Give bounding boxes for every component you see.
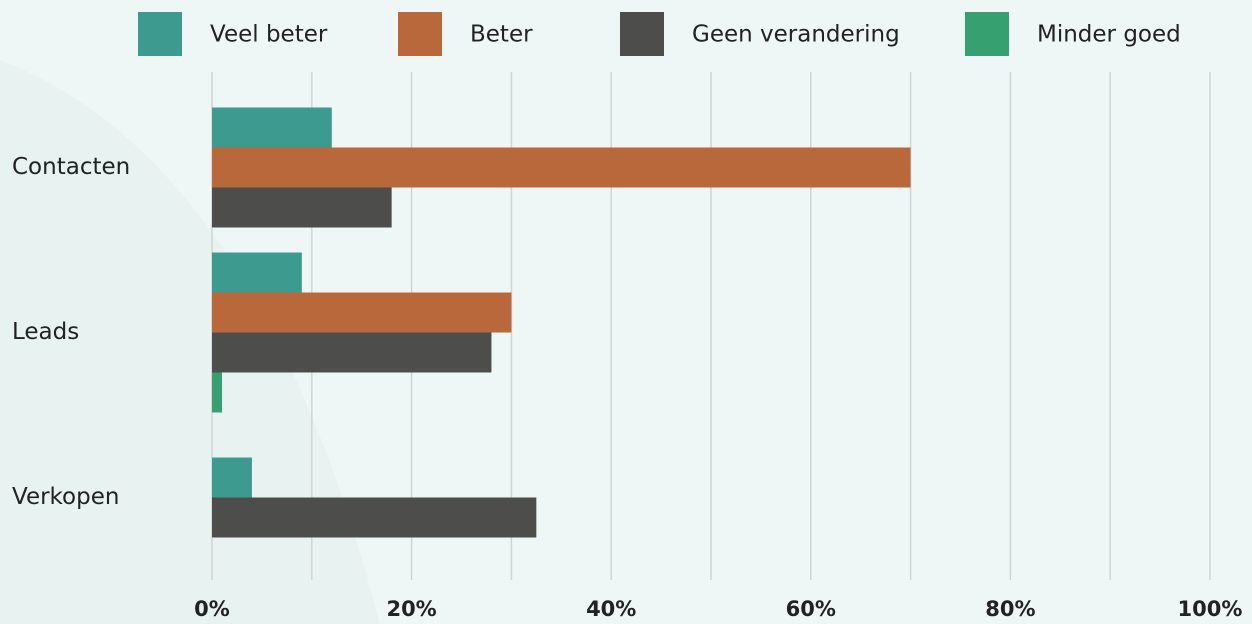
x-tick-label: 40%: [586, 597, 636, 621]
bar: [212, 252, 302, 293]
legend-label: Veel beter: [210, 22, 328, 48]
bar: [212, 107, 332, 148]
bar: [212, 457, 252, 498]
category-label: Contacten: [12, 154, 130, 180]
x-tick-label: 80%: [985, 597, 1035, 621]
legend-swatch: [620, 12, 664, 56]
background-shape: [0, 60, 380, 624]
bar: [212, 147, 911, 188]
x-tick-label: 0%: [194, 597, 230, 621]
category-label: Verkopen: [12, 484, 119, 510]
x-tick-label: 60%: [786, 597, 836, 621]
x-tick-label: 20%: [386, 597, 436, 621]
bars: [212, 107, 911, 538]
bar: [212, 292, 512, 333]
legend-label: Minder goed: [1037, 22, 1181, 48]
legend-label: Geen verandering: [692, 22, 900, 48]
legend-swatch: [398, 12, 442, 56]
legend-swatch: [965, 12, 1009, 56]
bar: [212, 332, 492, 373]
bar: [212, 372, 222, 413]
labels: 0% 20% 40% 60% 80% 100% Contacten Leads Verkopen…: [12, 12, 1242, 621]
bar: [212, 497, 537, 538]
legend-label: Beter: [470, 22, 533, 48]
legend-swatch: [138, 12, 182, 56]
x-tick-label: 100%: [1178, 597, 1243, 621]
category-label: Leads: [12, 319, 79, 345]
bar: [212, 187, 392, 228]
